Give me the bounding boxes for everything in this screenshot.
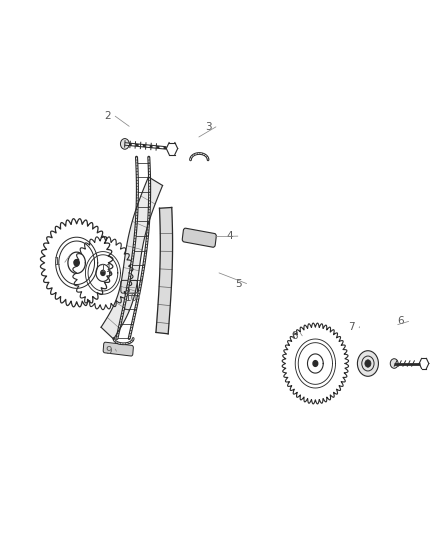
Circle shape <box>365 360 371 367</box>
FancyBboxPatch shape <box>103 342 133 356</box>
FancyBboxPatch shape <box>121 280 138 293</box>
Circle shape <box>120 139 129 149</box>
Text: 6: 6 <box>397 317 404 326</box>
FancyBboxPatch shape <box>182 228 216 247</box>
Circle shape <box>390 359 398 368</box>
Text: 11: 11 <box>99 264 113 274</box>
Text: 7: 7 <box>348 322 355 332</box>
Circle shape <box>313 361 318 366</box>
Circle shape <box>74 260 79 266</box>
Polygon shape <box>156 207 173 334</box>
Text: 2: 2 <box>104 111 111 121</box>
Circle shape <box>357 351 378 376</box>
Text: 3: 3 <box>205 122 212 132</box>
Text: 8: 8 <box>291 331 298 341</box>
Text: 5: 5 <box>235 279 242 288</box>
Text: 10: 10 <box>125 294 138 303</box>
Text: 1: 1 <box>53 257 60 267</box>
Circle shape <box>101 270 105 276</box>
Polygon shape <box>101 177 162 339</box>
Text: 9: 9 <box>105 346 112 356</box>
Text: 4: 4 <box>226 231 233 241</box>
